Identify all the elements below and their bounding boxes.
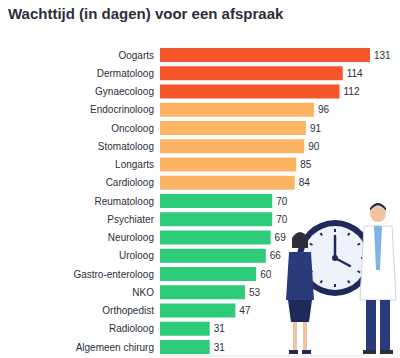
- category-label: Gastro-enteroloog: [73, 269, 154, 280]
- person-shirt: [374, 226, 382, 270]
- bar: [160, 121, 306, 135]
- x-axis-line: [160, 356, 370, 357]
- clock-tick: [348, 233, 350, 236]
- clock-tick: [310, 244, 313, 246]
- chart-svg: Wachttijd (in dagen) voor een afspraak Oo…: [0, 0, 400, 358]
- bar: [160, 103, 314, 117]
- person-leg: [293, 322, 297, 350]
- person-leg: [303, 322, 307, 350]
- bar: [160, 48, 370, 62]
- bar: [160, 139, 304, 153]
- category-label: NKO: [132, 287, 154, 298]
- data-label: 91: [310, 123, 322, 134]
- person-head: [293, 233, 307, 247]
- category-label: Neuroloog: [108, 232, 154, 243]
- data-label: 66: [270, 250, 282, 261]
- category-label: Algemeen chirurg: [76, 342, 154, 353]
- category-label: Stomatoloog: [98, 141, 154, 152]
- bar: [160, 194, 272, 208]
- category-label: Dermatoloog: [97, 68, 154, 79]
- bar: [160, 267, 256, 281]
- bar: [160, 212, 272, 226]
- category-label: Gynaecoloog: [95, 86, 154, 97]
- bar: [160, 285, 245, 299]
- category-label: Orthopedist: [102, 305, 154, 316]
- clock-tick: [321, 281, 323, 284]
- person-shoe: [380, 350, 393, 354]
- person-leg: [380, 300, 390, 350]
- category-label: Cardioloog: [106, 177, 154, 188]
- clock-hand: [334, 236, 337, 258]
- chart-title: Wachttijd (in dagen) voor een afspraak: [8, 5, 284, 22]
- clock-tick: [321, 233, 323, 236]
- bars: [160, 48, 370, 354]
- data-label: 112: [344, 86, 360, 97]
- person-hair: [370, 203, 386, 211]
- clock-tick: [334, 229, 336, 232]
- bar: [160, 176, 295, 190]
- data-label: 90: [308, 141, 320, 152]
- category-label: Oncoloog: [111, 123, 154, 134]
- data-label: 31: [214, 323, 226, 334]
- category-label: Longarts: [115, 159, 154, 170]
- person-body: [286, 252, 314, 300]
- data-label: 47: [239, 305, 251, 316]
- chart-container: Wachttijd (in dagen) voor een afspraak Oo…: [0, 0, 400, 358]
- person-skirt: [288, 300, 312, 322]
- bar: [160, 249, 266, 263]
- data-label: 114: [347, 68, 363, 79]
- person-shoe: [363, 350, 376, 354]
- bar: [160, 66, 343, 80]
- bar: [160, 304, 235, 318]
- category-label: Psychiater: [107, 214, 154, 225]
- data-label: 70: [276, 196, 288, 207]
- category-label: Oogarts: [118, 50, 154, 61]
- person-head: [370, 206, 386, 222]
- data-label: 69: [275, 232, 287, 243]
- data-label: 84: [299, 177, 311, 188]
- bar: [160, 85, 340, 99]
- data-label: 96: [318, 104, 330, 115]
- bar: [160, 158, 296, 172]
- data-label: 131: [374, 50, 391, 61]
- category-label: Reumatoloog: [95, 196, 154, 207]
- clock-tick: [334, 284, 336, 287]
- data-label: 70: [276, 214, 288, 225]
- data-label: 31: [214, 342, 226, 353]
- data-label: 85: [300, 159, 312, 170]
- illustration: [286, 203, 396, 354]
- labels: Oogarts 131 Dermatoloog 114 Gynaecoloog 112 En…: [73, 50, 391, 353]
- data-label: 60: [260, 269, 272, 280]
- clock-tick: [358, 244, 361, 246]
- person-leg: [366, 300, 376, 350]
- person-coat: [360, 226, 396, 300]
- bar: [160, 231, 271, 245]
- person-hair: [292, 232, 308, 248]
- person-shoe: [289, 350, 298, 354]
- bar: [160, 340, 210, 354]
- clock-tick: [348, 281, 350, 284]
- category-label: Uroloog: [119, 250, 154, 261]
- clock-center: [332, 255, 338, 261]
- person-shoe: [302, 350, 311, 354]
- category-label: Endocrinoloog: [90, 104, 154, 115]
- bar: [160, 322, 210, 336]
- category-label: Radioloog: [109, 323, 154, 334]
- data-label: 53: [249, 287, 261, 298]
- clock-tick: [358, 271, 361, 273]
